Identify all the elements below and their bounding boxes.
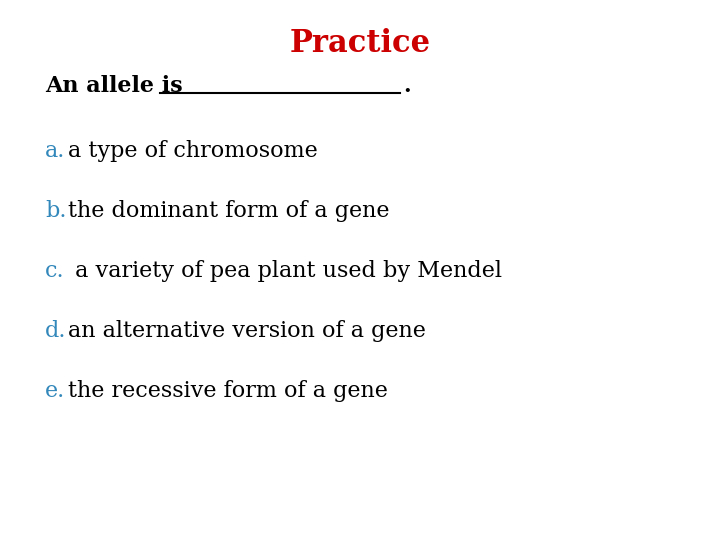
Text: An allele is: An allele is <box>45 75 190 97</box>
Text: Practice: Practice <box>289 28 431 59</box>
Text: .: . <box>403 75 410 97</box>
Text: d.: d. <box>45 320 66 342</box>
Text: the dominant form of a gene: the dominant form of a gene <box>68 200 390 222</box>
Text: a variety of pea plant used by Mendel: a variety of pea plant used by Mendel <box>68 260 502 282</box>
Text: a type of chromosome: a type of chromosome <box>68 140 318 162</box>
Text: e.: e. <box>45 380 66 402</box>
Text: an alternative version of a gene: an alternative version of a gene <box>68 320 426 342</box>
Text: c.: c. <box>45 260 65 282</box>
Text: b.: b. <box>45 200 66 222</box>
Text: the recessive form of a gene: the recessive form of a gene <box>68 380 388 402</box>
Text: a.: a. <box>45 140 66 162</box>
